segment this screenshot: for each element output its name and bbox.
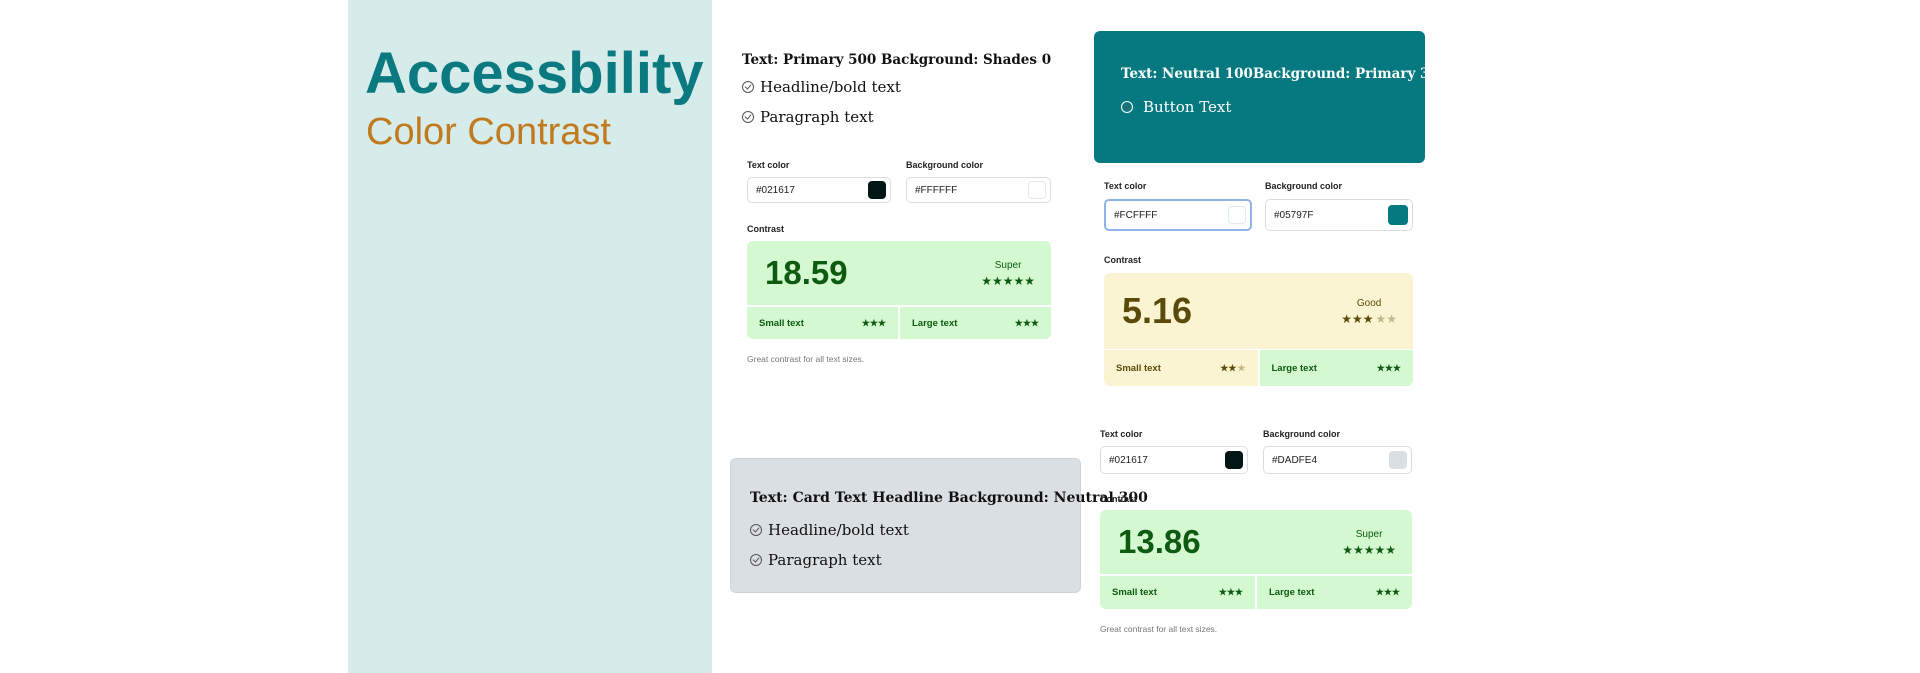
text-color-label: Text color xyxy=(1104,181,1147,191)
small-text-result: Small text ★★★ xyxy=(747,307,898,339)
large-text-result: Large text ★★★ xyxy=(1259,350,1413,386)
background-color-label: Background color xyxy=(906,160,984,170)
background-color-swatch[interactable] xyxy=(1388,205,1408,225)
check-item: Headline/bold text xyxy=(750,521,909,539)
card-heading: Text: Primary 500 Background: Shades 0 xyxy=(742,52,1052,68)
background-color-input[interactable]: #DADFE4 xyxy=(1263,446,1412,474)
contrast-rating: Good ★★★ ★★ xyxy=(1341,298,1397,325)
text-color-input[interactable]: #021617 xyxy=(1100,446,1248,474)
background-color-label: Background color xyxy=(1263,429,1341,439)
rating-label: Good xyxy=(1356,297,1382,309)
small-text-stars: ★★★ xyxy=(1218,587,1243,597)
contrast-note: Great contrast for all text sizes. xyxy=(747,354,865,364)
background-color-value: #05797F xyxy=(1274,209,1314,221)
rating-label: Super xyxy=(1355,528,1383,540)
contrast-ratio: 18.59 xyxy=(765,254,848,291)
check-circle-icon xyxy=(750,554,762,566)
contrast-result: 5.16 Good ★★★ ★★ Small text ★★ ★ Large tex… xyxy=(1104,273,1413,386)
contrast-label: Contrast xyxy=(1100,494,1138,504)
check-item: Paragraph text xyxy=(742,108,1072,126)
rating-stars: ★★★★★ xyxy=(1342,542,1396,557)
rating-stars: ★★★★★ xyxy=(1341,311,1397,326)
text-color-swatch[interactable] xyxy=(1225,451,1243,469)
background-color-input[interactable]: #05797F xyxy=(1265,199,1413,231)
contrast-result: 18.59 Super ★★★★★ Small text ★★★ Large t… xyxy=(747,241,1051,339)
check-label: Paragraph text xyxy=(760,108,874,126)
small-text-label: Small text xyxy=(759,317,804,329)
card-heading: Text: Neutral 100Background: Primary 300 xyxy=(1121,66,1449,82)
small-text-result: Small text ★★★ xyxy=(1104,350,1258,386)
card-heading: Text: Card Text Headline Background: Neu… xyxy=(750,490,1148,506)
large-text-stars: ★★★ xyxy=(1375,587,1400,597)
check-item: Paragraph text xyxy=(750,551,882,569)
rating-stars: ★★★★★ xyxy=(981,273,1035,288)
text-color-label: Text color xyxy=(1100,429,1143,439)
large-text-label: Large text xyxy=(912,317,958,329)
check-label: Paragraph text xyxy=(768,551,882,569)
check-circle-icon xyxy=(742,81,754,93)
text-color-swatch[interactable] xyxy=(1228,206,1246,224)
background-color-swatch[interactable] xyxy=(1028,181,1046,199)
large-text-stars: ★★★ xyxy=(1376,362,1401,373)
large-text-label: Large text xyxy=(1269,587,1315,598)
text-color-input[interactable]: #FCFFFF xyxy=(1104,199,1252,231)
background-color-value: #FFFFFF xyxy=(915,184,958,196)
large-text-result: Large text ★★★ xyxy=(1257,576,1412,609)
neutral-card: Text: Neutral 100Background: Primary 300… xyxy=(1094,31,1448,163)
check-circle-icon xyxy=(1121,101,1133,113)
sidebar-panel xyxy=(348,0,712,673)
background-color-label: Background color xyxy=(1265,181,1343,191)
card-text-card: Text: Card Text Headline Background: Neu… xyxy=(730,458,1148,593)
large-text-label: Large text xyxy=(1271,362,1317,374)
small-text-label: Small text xyxy=(1112,587,1157,598)
contrast-ratio: 5.16 xyxy=(1122,290,1193,331)
text-color-swatch[interactable] xyxy=(868,181,886,199)
background-color-value: #DADFE4 xyxy=(1272,454,1318,466)
background-color-input[interactable]: #FFFFFF xyxy=(906,177,1051,203)
text-color-value: #021617 xyxy=(1109,454,1148,466)
contrast-result: 13.86 Super ★★★★★ Small text ★★★ Large t… xyxy=(1100,510,1412,609)
small-text-label: Small text xyxy=(1116,362,1161,374)
text-color-label: Text color xyxy=(747,160,790,170)
contrast-rating: Super ★★★★★ xyxy=(981,260,1035,287)
check-item: Button Text xyxy=(1121,98,1231,116)
check-circle-icon xyxy=(750,524,762,536)
background-color-swatch[interactable] xyxy=(1389,451,1407,469)
check-label: Button Text xyxy=(1143,98,1232,116)
text-color-input[interactable]: #021617 xyxy=(747,177,891,203)
text-color-value: #021617 xyxy=(756,184,795,196)
small-text-stars: ★★★ xyxy=(861,317,886,328)
page-subtitle: Color Contrast xyxy=(366,111,611,153)
large-text-result: Large text ★★★ xyxy=(900,307,1051,339)
check-circle-icon xyxy=(742,111,754,123)
contrast-label: Contrast xyxy=(1104,255,1142,265)
small-text-stars: ★★★ xyxy=(1220,362,1246,373)
primary-card: Text: Primary 500 Background: Shades 0 H… xyxy=(742,52,1072,126)
rating-label: Super xyxy=(994,259,1022,271)
page-title: Accessbility xyxy=(365,41,704,106)
contrast-ratio: 13.86 xyxy=(1118,523,1201,560)
check-label: Headline/bold text xyxy=(760,78,901,96)
contrast-label: Contrast xyxy=(747,224,785,234)
check-label: Headline/bold text xyxy=(768,521,909,539)
small-text-result: Small text ★★★ xyxy=(1100,576,1255,609)
contrast-rating: Super ★★★★★ xyxy=(1342,529,1396,556)
large-text-stars: ★★★ xyxy=(1014,317,1039,328)
text-color-value: #FCFFFF xyxy=(1114,209,1158,221)
contrast-note: Great contrast for all text sizes. xyxy=(1100,624,1218,634)
check-item: Headline/bold text xyxy=(742,78,1072,96)
